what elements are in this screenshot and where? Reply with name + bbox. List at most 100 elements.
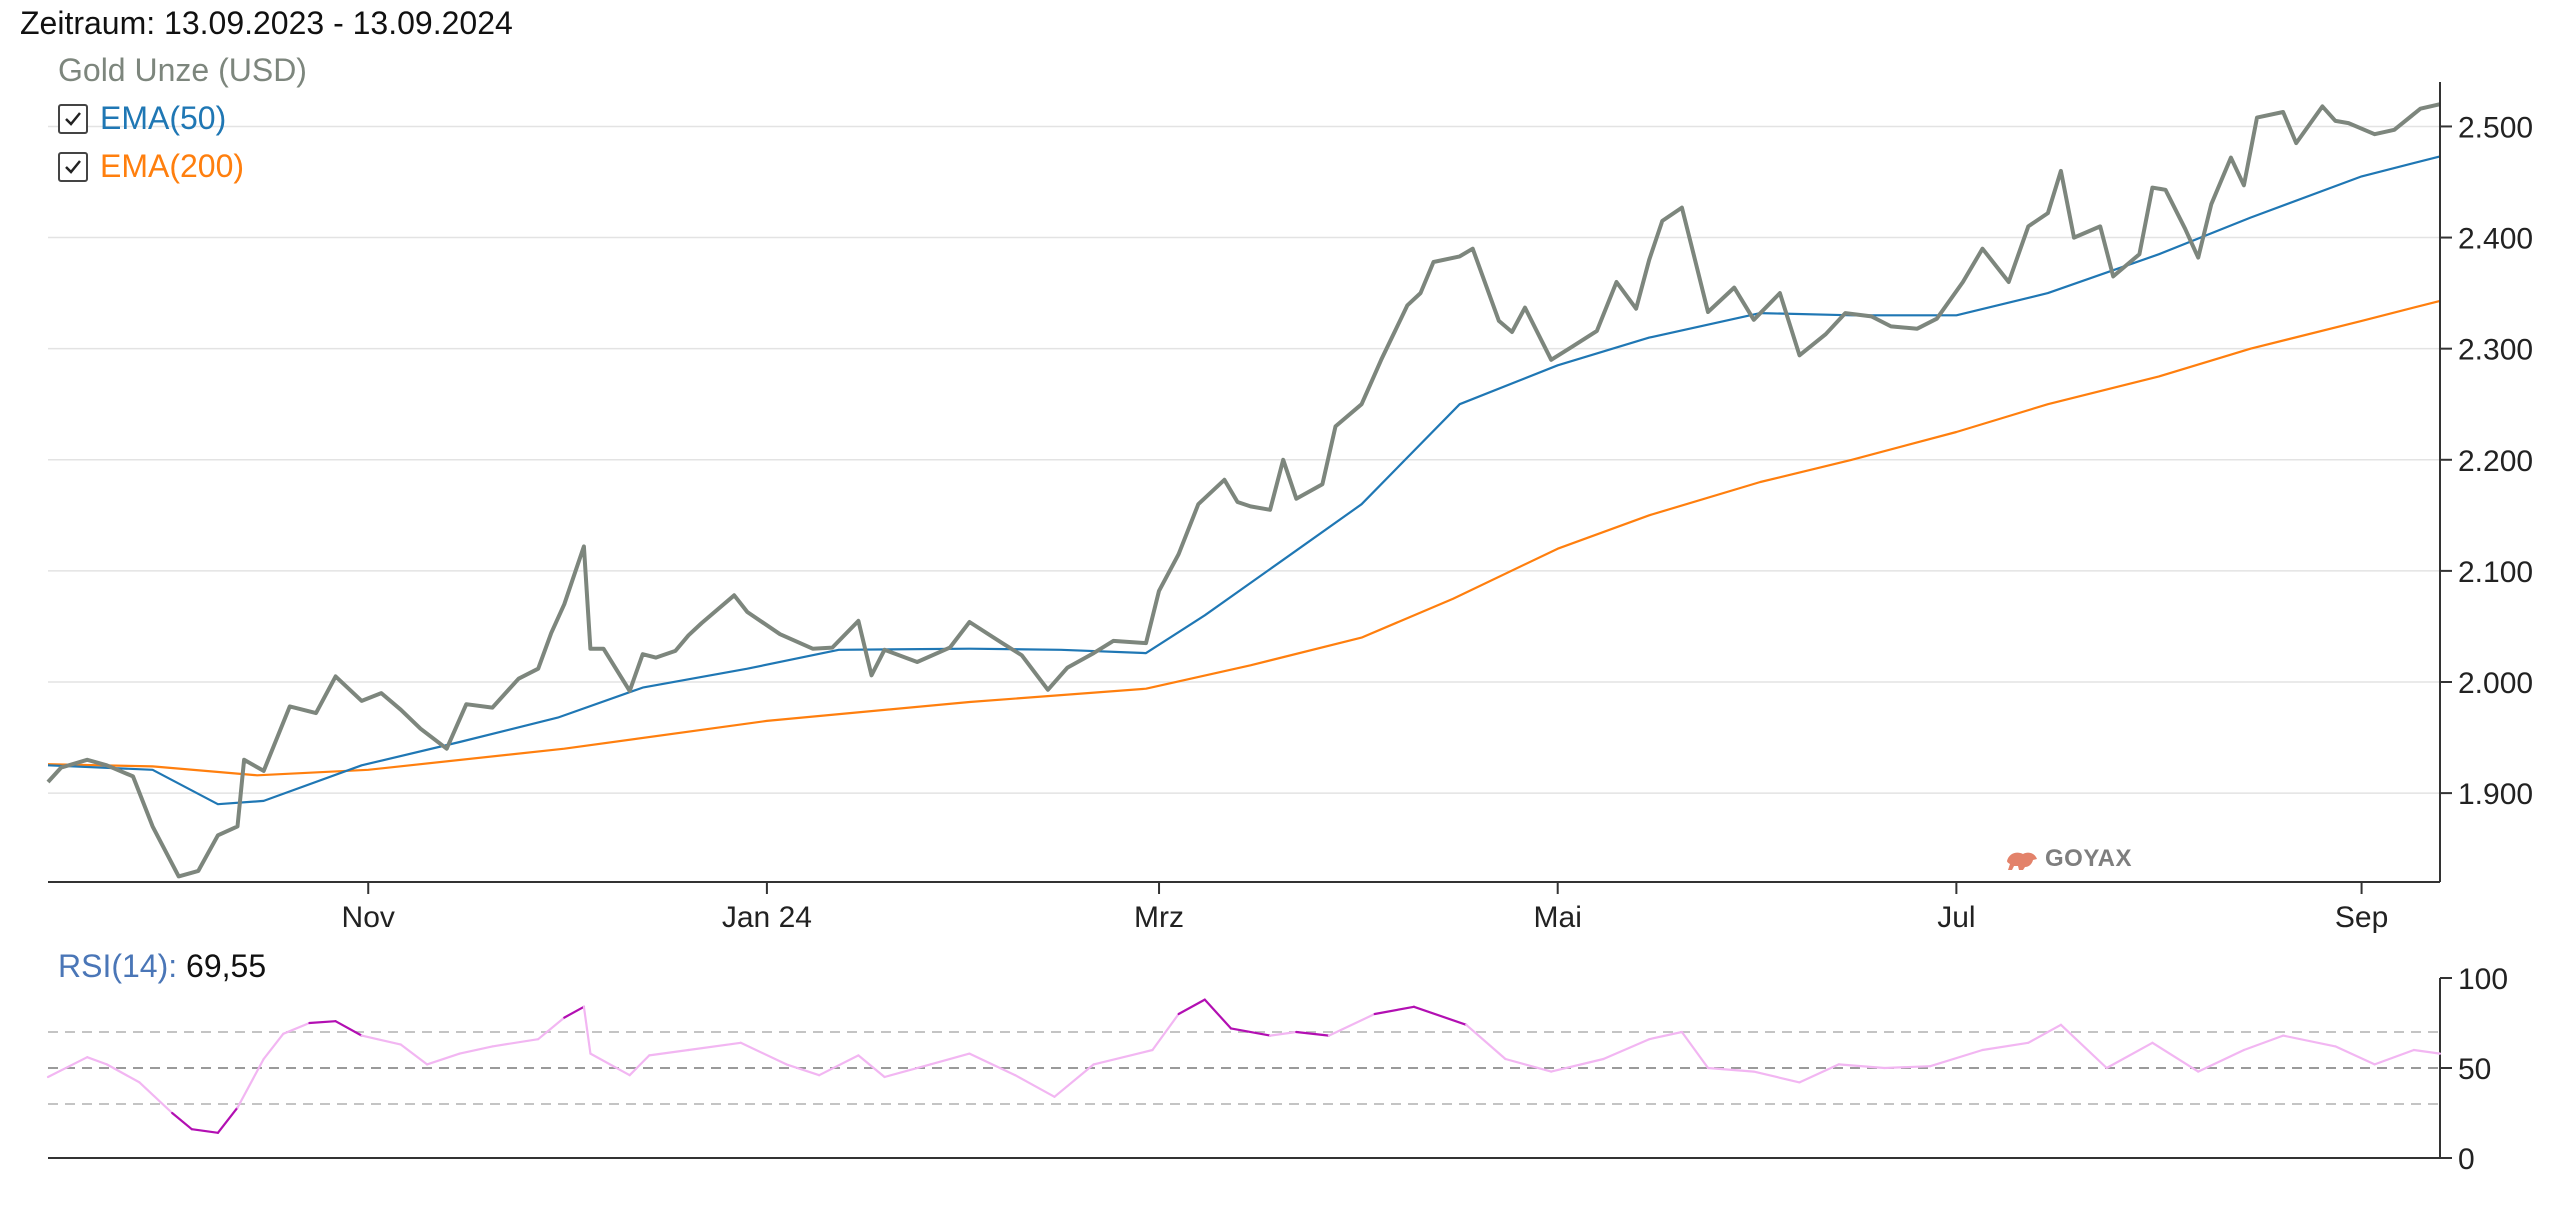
rsi-line-segment <box>1798 1063 1840 1084</box>
y-tick-label: 2.500 <box>2458 111 2533 144</box>
rsi-line-segment <box>1151 1012 1180 1052</box>
rsi-line-segment <box>86 1056 108 1066</box>
rsi-line-segment <box>857 1054 886 1079</box>
y-tick-label: 2.000 <box>2458 667 2533 700</box>
rsi-line-segment <box>46 1056 89 1079</box>
rsi-line-segment <box>1465 1023 1507 1061</box>
legend-label-ema50: EMA(50) <box>100 100 227 136</box>
y-tick-label: 2.400 <box>2458 223 2533 256</box>
rsi-line-segment <box>399 1043 429 1066</box>
checkbox-icon[interactable] <box>58 103 88 134</box>
rsi-line-segment <box>334 1020 363 1037</box>
rsi-line-segment <box>1981 1041 2030 1052</box>
rsi-line-segment <box>1229 1027 1272 1037</box>
goyax-logo: GOYAX <box>2005 845 2132 873</box>
y-tick-label: 2.100 <box>2458 556 2533 589</box>
rsi-line-segment <box>1295 1030 1331 1037</box>
logo-text: GOYAX <box>2045 845 2132 872</box>
rsi-y-tick-label: 50 <box>2458 1053 2491 1086</box>
rsi-line-segment <box>818 1054 860 1077</box>
rsi-line-segment <box>1373 1005 1416 1016</box>
rsi-line-segment <box>2105 1041 2154 1070</box>
rsi-line-segment <box>190 1128 220 1134</box>
rsi-line-segment <box>1837 1063 1886 1070</box>
x-tick-label: Jan 24 <box>722 901 812 934</box>
rsi-line-segment <box>1752 1070 1801 1084</box>
rsi-line-segment <box>2282 1034 2337 1048</box>
rsi-line-segment <box>171 1111 193 1131</box>
legend-item-ema50[interactable]: EMA(50) <box>58 100 226 137</box>
checkmark-icon <box>65 111 81 126</box>
y-tick-label: 1.900 <box>2458 778 2533 811</box>
rsi-line-segment <box>2334 1045 2376 1066</box>
rsi-line-segment <box>1929 1048 1984 1068</box>
legend-item-ema200[interactable]: EMA(200) <box>58 148 244 185</box>
x-tick-label: Jul <box>1937 901 1975 934</box>
checkmark-icon <box>65 159 81 174</box>
rsi-line-segment <box>425 1052 461 1066</box>
period-label: Zeitraum: 13.09.2023 - 13.09.2024 <box>20 5 513 41</box>
rsi-line-segment <box>1412 1005 1468 1026</box>
legend-label-ema200: EMA(200) <box>100 148 245 184</box>
rsi-line-segment <box>1680 1030 1710 1070</box>
rsi-line-segment <box>628 1054 651 1077</box>
rsi-line-segment <box>1177 998 1206 1016</box>
rsi-line-segment <box>1706 1066 1755 1073</box>
rsi-line-segment <box>282 1021 311 1035</box>
rsi-line-segment <box>739 1041 788 1066</box>
rsi-line-segment <box>491 1038 540 1048</box>
rsi-line-segment <box>360 1034 403 1046</box>
rsi-value: 69,55 <box>186 948 267 984</box>
rsi-label: RSI(14): 69,55 <box>58 948 266 985</box>
rsi-y-tick-label: 0 <box>2458 1143 2475 1176</box>
checkbox-icon[interactable] <box>58 151 88 182</box>
rsi-y-tick-label: 100 <box>2458 963 2508 996</box>
rsi-panel: 0 50 100 <box>46 963 2508 1176</box>
rsi-line-segment <box>648 1048 690 1057</box>
rsi-name: RSI(14): <box>58 948 178 984</box>
rsi-line-segment <box>138 1081 174 1115</box>
rsi-line-segment <box>537 1016 566 1041</box>
price-axes: 1.900 2.000 2.100 2.200 2.300 2.400 2.500 Nov Ja… <box>48 82 2533 934</box>
rsi-line-segment <box>1014 1074 1056 1098</box>
rsi-line-segment <box>1327 1012 1376 1037</box>
rsi-line-segment <box>1092 1048 1154 1066</box>
rsi-line-segment <box>1504 1057 1553 1073</box>
price-series <box>46 102 2441 879</box>
series-line-ema-50- <box>47 155 2441 806</box>
x-tick-label: Sep <box>2335 901 2388 934</box>
rsi-line-segment <box>1883 1065 1932 1070</box>
rsi-line-segment <box>1203 998 1233 1030</box>
rsi-line-segment <box>1053 1063 1095 1098</box>
rsi-line-segment <box>2242 1034 2285 1052</box>
y-tick-label: 2.300 <box>2458 334 2533 367</box>
x-tick-label: Mrz <box>1134 901 1184 934</box>
rsi-line-segment <box>687 1041 742 1052</box>
rsi-line-segment <box>968 1052 1017 1077</box>
rsi-line-segment <box>2059 1023 2108 1070</box>
rsi-line-segment <box>883 1063 932 1079</box>
legend-title: Gold Unze (USD) <box>58 52 307 88</box>
series-line-ema-200- <box>47 299 2441 777</box>
rsi-line-segment <box>589 1052 631 1077</box>
bull-icon <box>2007 852 2037 870</box>
price-grid <box>48 125 2440 794</box>
rsi-line-segment <box>216 1106 239 1134</box>
rsi-line-segment <box>308 1020 337 1025</box>
y-tick-label: 2.200 <box>2458 445 2533 478</box>
rsi-line-segment <box>1550 1057 1605 1073</box>
rsi-line-segment <box>563 1005 586 1019</box>
rsi-line-segment <box>2027 1023 2063 1044</box>
rsi-line-segment <box>458 1045 494 1055</box>
rsi-line-segment <box>582 1005 592 1055</box>
rsi-line-segment <box>2412 1048 2442 1055</box>
rsi-line-segment <box>105 1063 141 1084</box>
rsi-line-segment <box>1602 1038 1651 1061</box>
rsi-line-segment <box>2151 1041 2200 1073</box>
x-tick-label: Nov <box>342 901 395 934</box>
rsi-line-segment <box>1648 1030 1683 1041</box>
rsi-line-segment <box>785 1063 821 1077</box>
rsi-line-segment <box>262 1032 285 1061</box>
rsi-line-segment <box>929 1052 971 1066</box>
